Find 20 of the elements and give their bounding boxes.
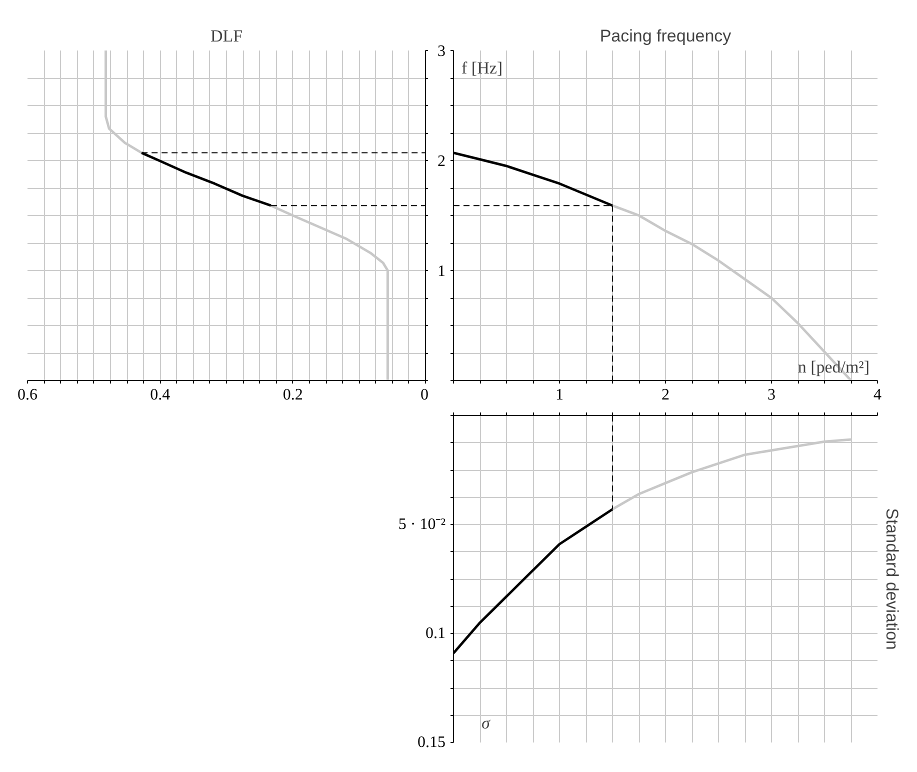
x-tick-label: 3 bbox=[768, 386, 776, 404]
x-tick-label: 0.2 bbox=[282, 386, 303, 404]
chart-title: DLF bbox=[210, 26, 243, 46]
y-tick-label: 1 bbox=[438, 263, 446, 280]
x-tick-label: 1 bbox=[556, 386, 564, 404]
x-axis-title: n [ped/m²] bbox=[798, 358, 870, 376]
x-tick-label: 4 bbox=[874, 386, 882, 404]
y-axis-title: f [Hz] bbox=[462, 58, 503, 78]
y-tick-label: 0.1 bbox=[426, 625, 446, 642]
y-axis-title: σ bbox=[482, 714, 490, 732]
x-tick-label: 0 bbox=[420, 386, 428, 404]
y-tick-label: 3 bbox=[438, 43, 446, 60]
x-tick-label: 0.6 bbox=[18, 386, 38, 404]
y-tick-label: 5 · 10⁻² bbox=[398, 516, 446, 533]
y-tick-label: 2 bbox=[438, 153, 446, 170]
x-tick-label: 2 bbox=[662, 386, 670, 404]
y-tick-label: 0.15 bbox=[418, 734, 446, 751]
text: Standard deviation bbox=[882, 508, 902, 650]
x-tick-label: 0.4 bbox=[150, 386, 170, 404]
chart-title: Pacing frequency bbox=[600, 26, 732, 46]
